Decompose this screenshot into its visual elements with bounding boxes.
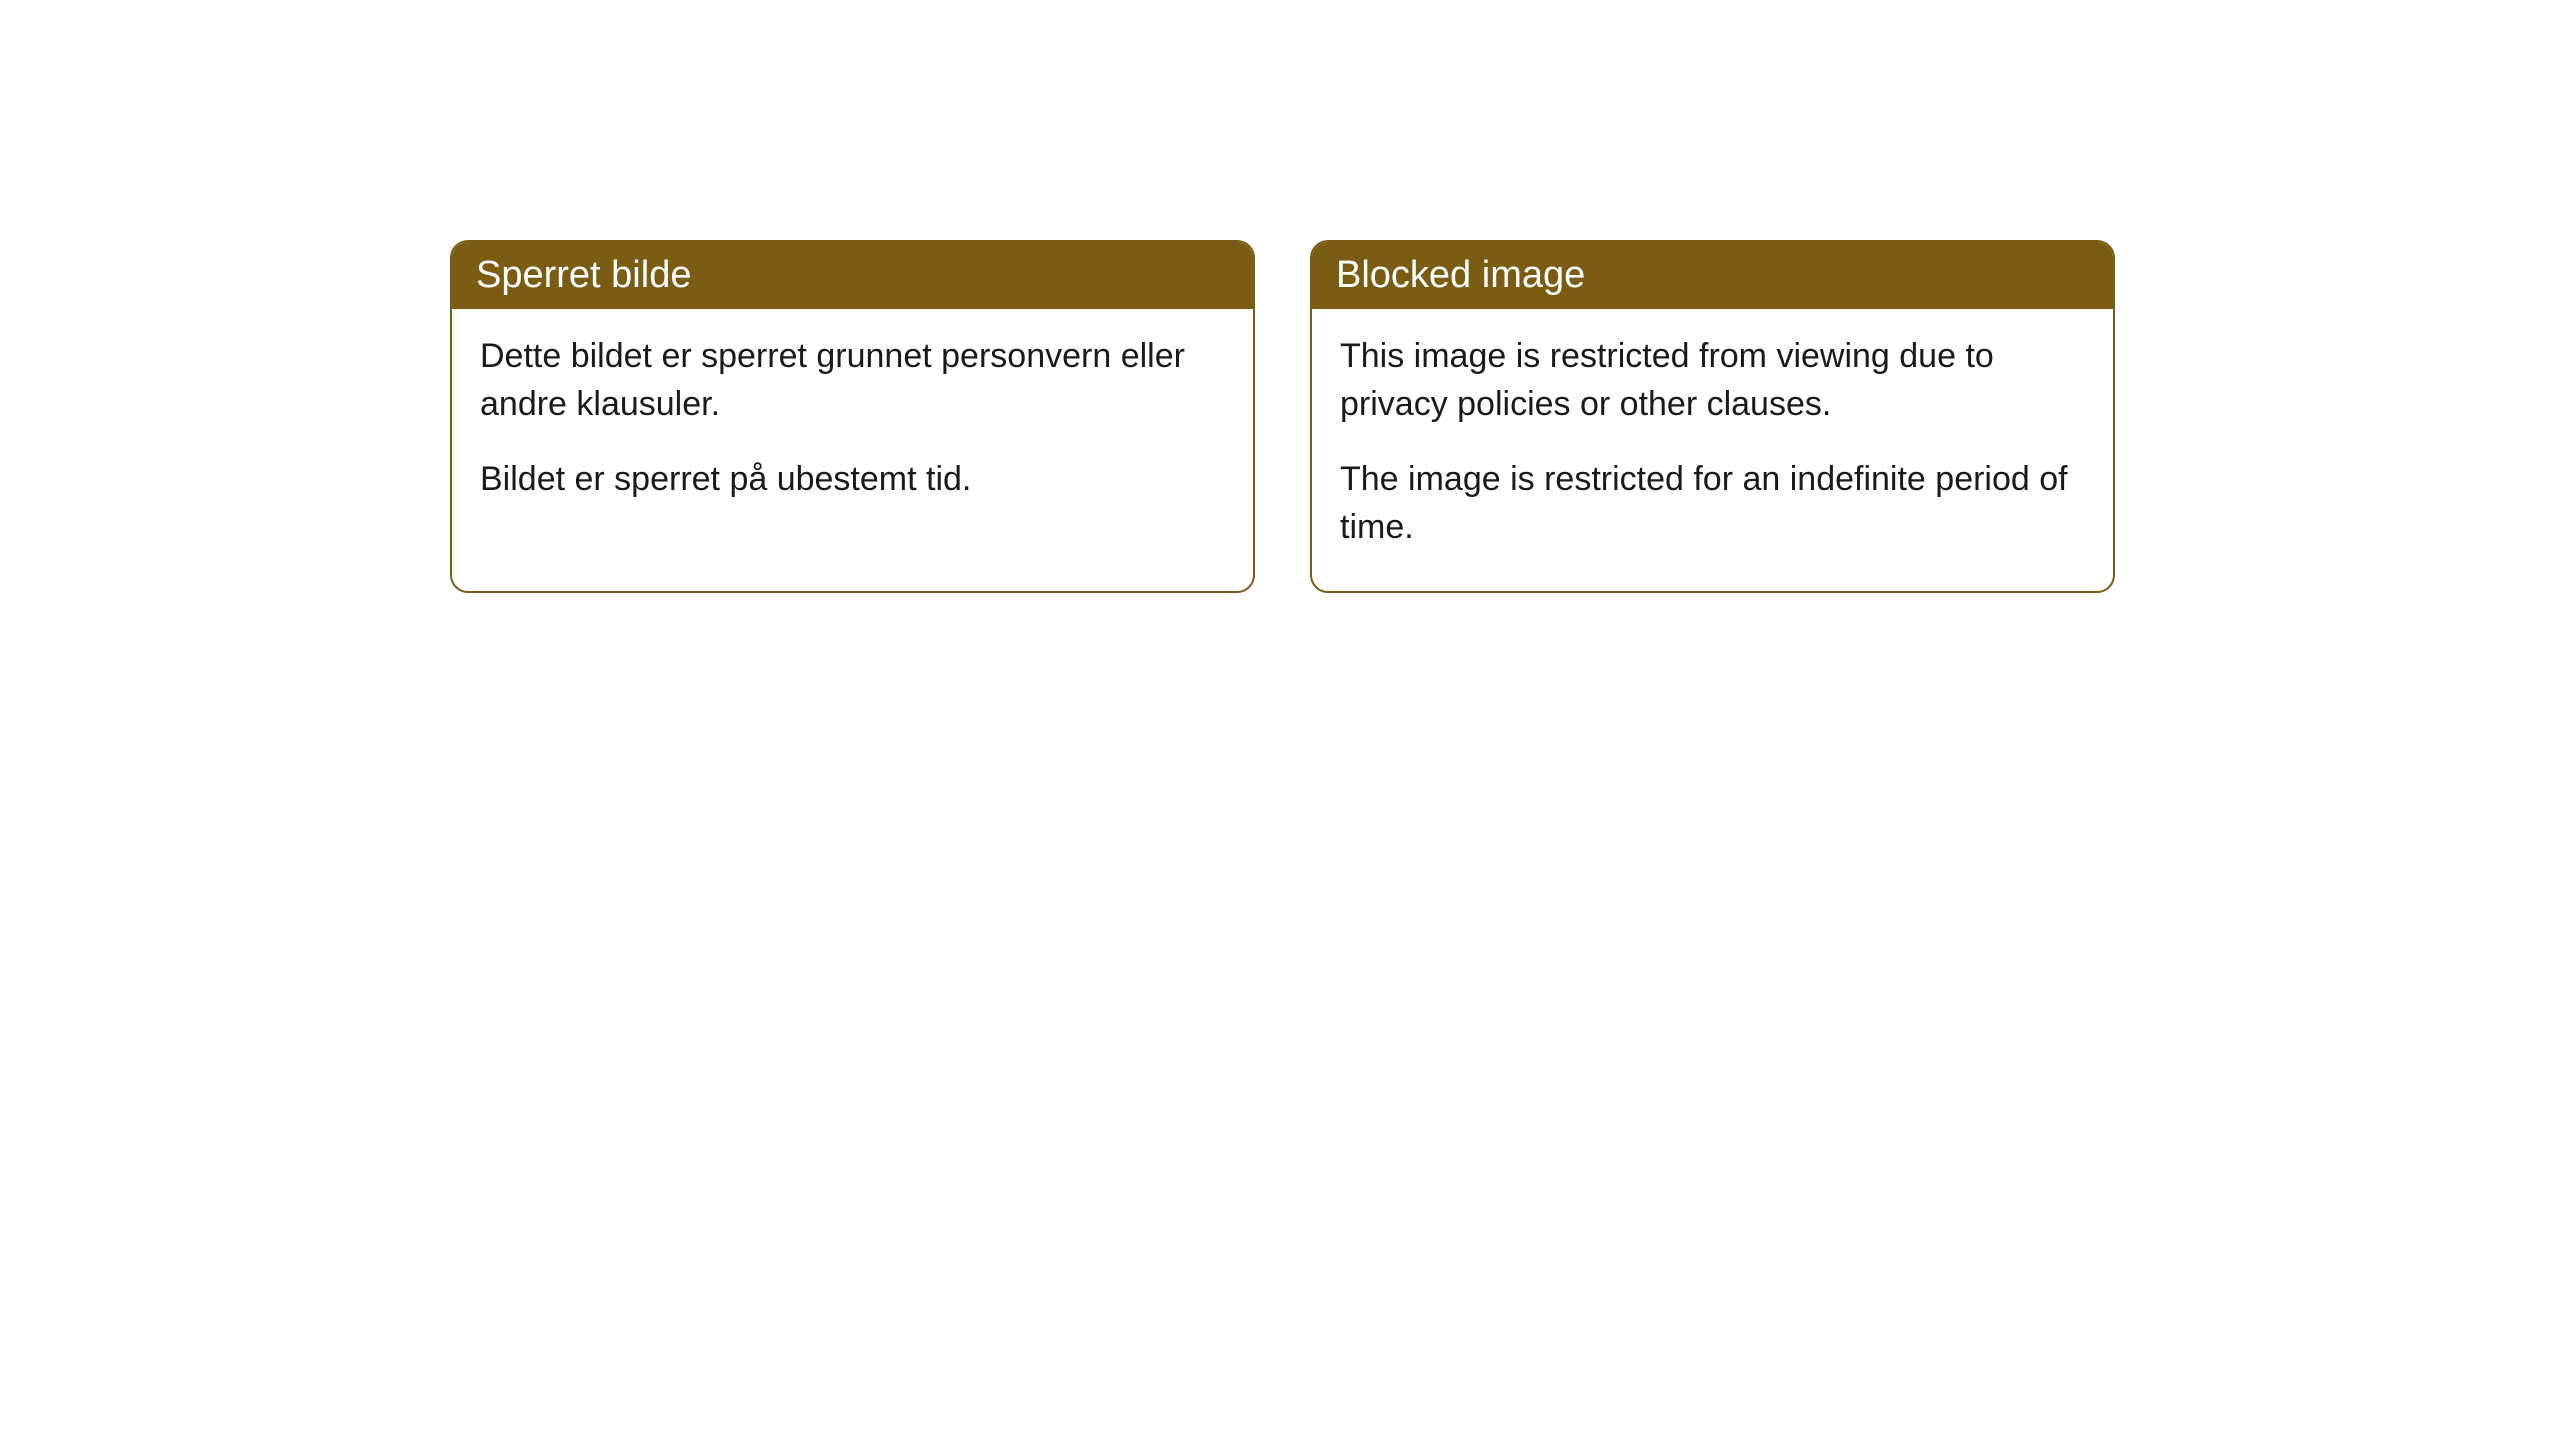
card-title-norwegian: Sperret bilde bbox=[476, 254, 691, 296]
notice-card-norwegian: Sperret bilde Dette bildet er sperret gr… bbox=[450, 240, 1255, 593]
card-header-norwegian: Sperret bilde bbox=[452, 242, 1253, 309]
card-body-english: This image is restricted from viewing du… bbox=[1312, 309, 2113, 591]
card-paragraph-1-norwegian: Dette bildet er sperret grunnet personve… bbox=[480, 333, 1225, 428]
notice-cards-container: Sperret bilde Dette bildet er sperret gr… bbox=[450, 240, 2115, 593]
card-body-norwegian: Dette bildet er sperret grunnet personve… bbox=[452, 309, 1253, 544]
card-paragraph-2-norwegian: Bildet er sperret på ubestemt tid. bbox=[480, 456, 1225, 504]
card-paragraph-1-english: This image is restricted from viewing du… bbox=[1340, 333, 2085, 428]
card-paragraph-2-english: The image is restricted for an indefinit… bbox=[1340, 456, 2085, 551]
notice-card-english: Blocked image This image is restricted f… bbox=[1310, 240, 2115, 593]
card-header-english: Blocked image bbox=[1312, 242, 2113, 309]
card-title-english: Blocked image bbox=[1336, 254, 1585, 296]
